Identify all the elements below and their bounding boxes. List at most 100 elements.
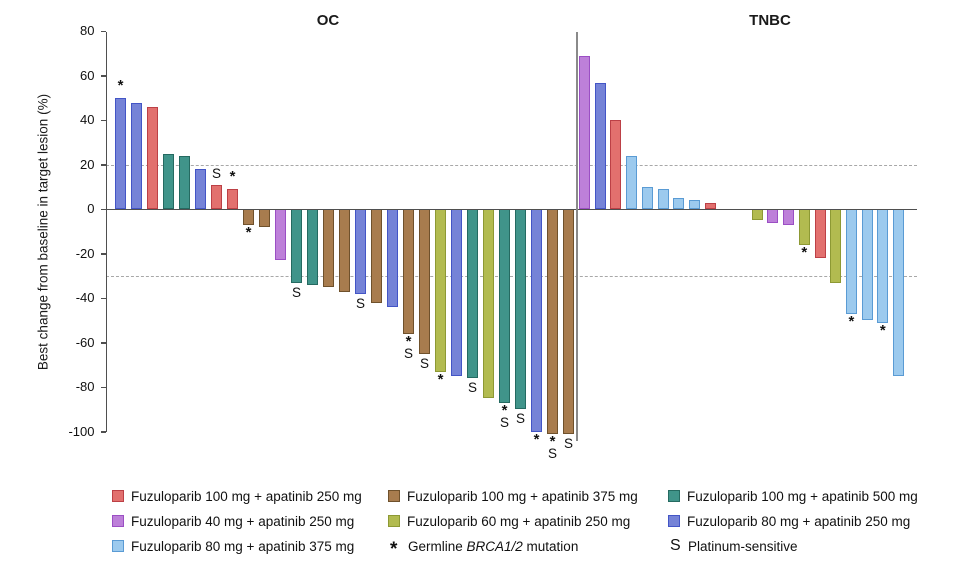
y-tick xyxy=(100,253,106,255)
bar-oc-1 xyxy=(115,98,126,210)
platinum-s: S xyxy=(291,284,301,300)
brca-asterisk: * xyxy=(549,432,556,450)
legend-swatch-yellowgreen xyxy=(388,515,400,527)
bar-tnbc-4 xyxy=(626,155,638,210)
platinum-s: S xyxy=(403,345,413,361)
bar-oc-7 xyxy=(211,184,222,210)
bar-tnbc-6 xyxy=(657,189,669,210)
panel-title-tnbc: TNBC xyxy=(749,12,791,29)
bar-tnbc-1 xyxy=(579,55,590,210)
bar-oc-10 xyxy=(259,209,270,228)
y-tick-label: 20 xyxy=(80,156,95,172)
bar-oc-22 xyxy=(451,209,462,377)
legend-label: Fuzuloparib 80 mg + apatinib 375 mg xyxy=(131,539,355,554)
bar-oc-11 xyxy=(275,209,286,261)
bar-tnbc-5 xyxy=(641,187,653,210)
y-tick xyxy=(100,386,106,389)
bar-tnbc-15 xyxy=(798,209,810,245)
brca-asterisk: * xyxy=(245,223,252,241)
legend-swatch-teal xyxy=(668,490,680,502)
bar-oc-23 xyxy=(467,209,478,379)
bar-oc-14 xyxy=(323,209,334,288)
platinum-s: S xyxy=(499,414,509,430)
y-tick-label: -80 xyxy=(75,379,95,395)
y-tick xyxy=(100,431,106,433)
bar-oc-20 xyxy=(419,209,430,354)
brca-asterisk: * xyxy=(229,168,236,186)
legend-swatch-blueviolet xyxy=(668,515,680,527)
legend-label-text: Germline xyxy=(408,539,467,554)
legend-label: Platinum-sensitive xyxy=(688,539,798,554)
legend-label-text: Platinum-sensitive xyxy=(688,539,798,554)
bar-tnbc-14 xyxy=(783,209,795,225)
bar-oc-17 xyxy=(371,209,382,303)
bar-tnbc-20 xyxy=(877,209,889,323)
bar-oc-29 xyxy=(563,209,574,434)
bar-oc-5 xyxy=(179,155,190,210)
legend-label: Fuzuloparib 60 mg + apatinib 250 mg xyxy=(407,514,631,529)
panel-separator xyxy=(576,31,578,441)
bar-tnbc-13 xyxy=(767,209,779,223)
legend-label-text: mutation xyxy=(522,539,579,554)
brca-asterisk: * xyxy=(533,430,540,448)
y-axis-label: Best change from baseline in target lesi… xyxy=(35,93,51,371)
y-tick xyxy=(100,30,106,33)
legend-swatch-lightblue xyxy=(112,540,124,552)
legend-swatch-brown xyxy=(388,490,400,502)
y-tick-label: -100 xyxy=(68,423,95,439)
brca-asterisk: * xyxy=(117,77,124,95)
y-tick-label: 80 xyxy=(80,23,95,39)
legend-label: Fuzuloparib 40 mg + apatinib 250 mg xyxy=(131,514,355,529)
bar-tnbc-2 xyxy=(594,82,606,210)
y-tick-label: 40 xyxy=(80,112,95,128)
brca-asterisk: * xyxy=(405,332,412,350)
bar-oc-6 xyxy=(195,169,206,210)
bar-oc-15 xyxy=(339,209,350,292)
legend-label: Germline BRCA1/2 mutation xyxy=(408,539,578,554)
bar-tnbc-12 xyxy=(751,209,763,221)
brca-asterisk: * xyxy=(437,370,444,388)
y-tick xyxy=(100,75,106,77)
legend-label: Fuzuloparib 100 mg + apatinib 500 mg xyxy=(687,489,918,504)
panel-title-oc: OC xyxy=(316,12,340,29)
y-tick xyxy=(100,119,106,122)
legend-swatch-red xyxy=(112,490,124,502)
bar-tnbc-21 xyxy=(893,209,904,377)
bar-oc-4 xyxy=(163,153,174,210)
bar-oc-18 xyxy=(387,209,398,308)
y-tick-label: -40 xyxy=(75,290,95,306)
y-tick-label: -20 xyxy=(75,245,95,261)
bar-oc-8 xyxy=(227,189,238,210)
bar-tnbc-19 xyxy=(861,209,873,321)
y-tick xyxy=(100,297,106,300)
bar-oc-25 xyxy=(499,209,510,403)
bar-tnbc-3 xyxy=(610,120,622,210)
y-tick xyxy=(100,164,106,166)
y-tick-label: 60 xyxy=(80,67,95,83)
bar-oc-21 xyxy=(435,209,446,372)
bar-oc-28 xyxy=(547,209,558,434)
legend-swatch-orchid xyxy=(112,515,124,527)
brca-asterisk: * xyxy=(848,312,855,330)
bar-oc-27 xyxy=(531,209,542,432)
bar-tnbc-16 xyxy=(814,209,826,259)
platinum-s: S xyxy=(419,355,429,371)
platinum-s: S xyxy=(547,445,557,461)
bar-oc-2 xyxy=(131,102,142,210)
brca-asterisk: * xyxy=(879,321,886,339)
s-symbol: S xyxy=(670,537,681,554)
legend-label: Fuzuloparib 100 mg + apatinib 375 mg xyxy=(407,489,638,504)
bar-oc-9 xyxy=(243,209,254,225)
bar-oc-12 xyxy=(291,209,302,283)
bar-oc-3 xyxy=(147,107,158,210)
y-tick-label: 0 xyxy=(87,201,95,217)
platinum-s: S xyxy=(355,295,365,311)
y-tick xyxy=(100,208,106,211)
platinum-s: S xyxy=(467,380,477,396)
bar-tnbc-18 xyxy=(845,209,857,314)
bar-oc-13 xyxy=(307,209,318,285)
reference-line-20 xyxy=(105,164,917,166)
gene-name: BRCA1/2 xyxy=(466,539,523,554)
platinum-s: S xyxy=(563,435,573,451)
